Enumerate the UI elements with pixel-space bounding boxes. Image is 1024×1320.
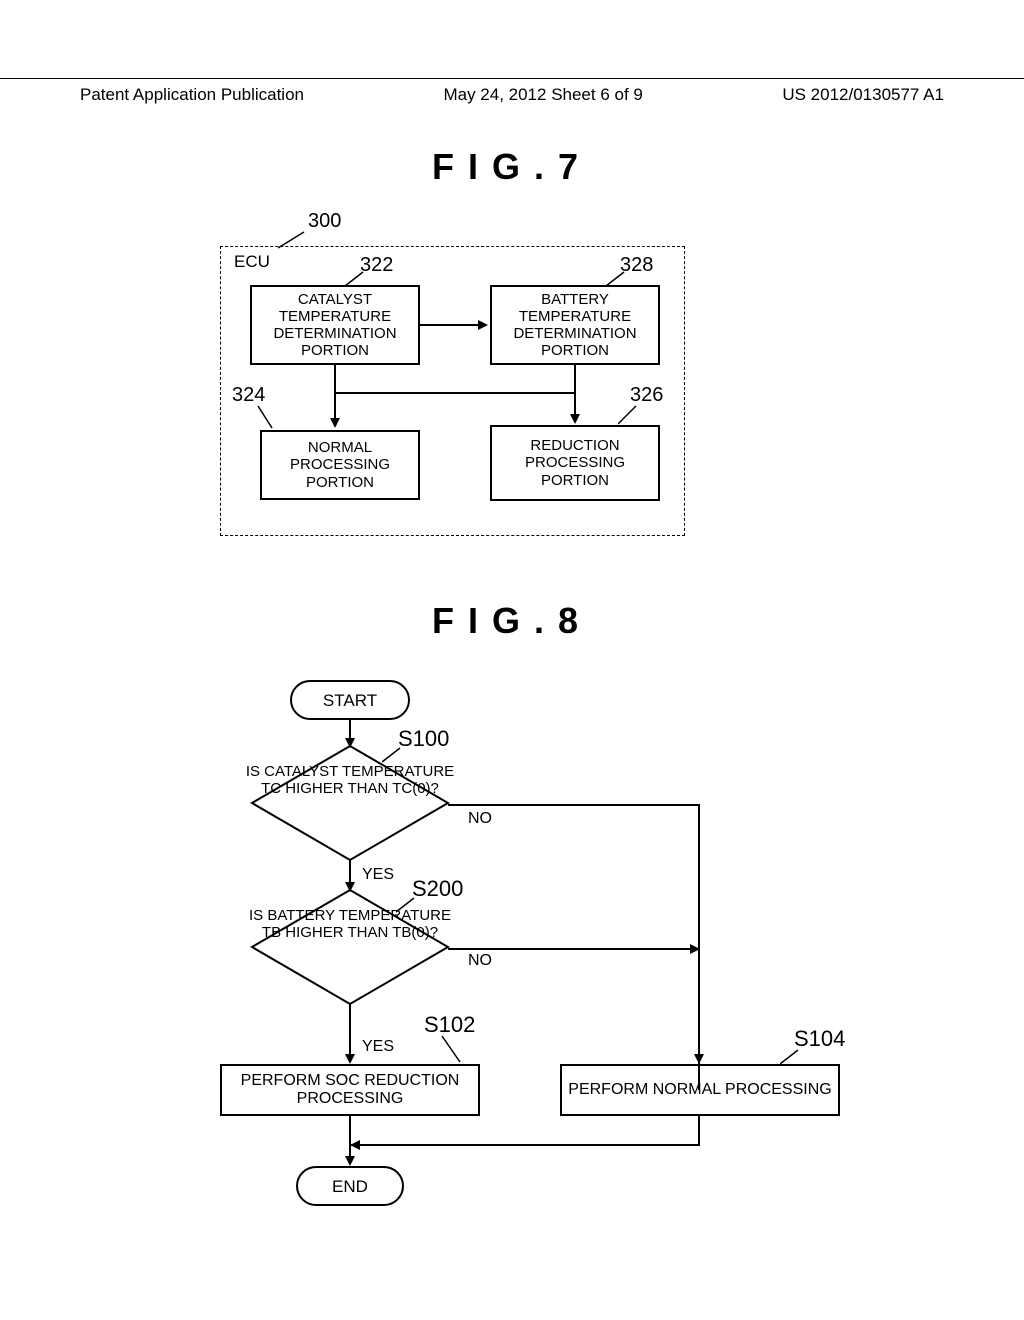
block-328-text: BATTERY TEMPERATURE DETERMINATION PORTIO… <box>496 291 654 360</box>
arrowhead-s200-yes-icon <box>345 1054 355 1064</box>
decision-s200: IS BATTERY TEMPERATURE TB HIGHER THAN TB… <box>250 892 450 1002</box>
s102-text: PERFORM SOC REDUCTION PROCESSING <box>222 1072 478 1109</box>
s200-text: IS BATTERY TEMPERATURE TB HIGHER THAN TB… <box>245 908 455 941</box>
arrow-322-328 <box>420 324 480 326</box>
line-s100-no-h <box>448 804 700 806</box>
arrowhead-merge-left-icon <box>350 1140 360 1150</box>
lead-322-icon <box>345 270 367 288</box>
lead-s200-icon <box>396 896 418 914</box>
fig7-diagram: 300 ECU CATALYST TEMPERATURE DETERMINATI… <box>220 220 690 540</box>
ref-300: 300 <box>308 210 341 233</box>
line-merge-h <box>350 1144 700 1146</box>
block-324: NORMAL PROCESSING PORTION <box>260 430 420 500</box>
arrow-328-326 <box>574 365 576 417</box>
end-terminal: END <box>296 1166 404 1206</box>
header-left: Patent Application Publication <box>80 85 304 105</box>
s100-no-label: NO <box>468 810 492 828</box>
s104-text: PERFORM NORMAL PROCESSING <box>568 1081 831 1099</box>
line-s200-yes <box>349 1004 351 1058</box>
lead-328-icon <box>606 270 628 288</box>
s100-yes-label: YES <box>362 866 394 884</box>
lead-s102-icon <box>440 1034 464 1064</box>
lead-s100-icon <box>382 746 404 764</box>
arrowhead-end-icon <box>345 1156 355 1166</box>
branch-322-horiz <box>334 392 576 394</box>
diamond-s200-icon <box>250 888 450 1006</box>
block-328: BATTERY TEMPERATURE DETERMINATION PORTIO… <box>490 285 660 365</box>
s200-no-label: NO <box>468 952 492 970</box>
block-322: CATALYST TEMPERATURE DETERMINATION PORTI… <box>250 285 420 365</box>
line-s104-down <box>698 1116 700 1146</box>
line-s200-no-h <box>448 948 700 950</box>
fig7-title: FIG.7 <box>0 146 1024 188</box>
header-right: US 2012/0130577 A1 <box>782 85 944 105</box>
arrowhead-into-s104-icon <box>694 1054 704 1064</box>
fig8-flowchart: START IS CATALYST TEMPERATURE TC HIGHER … <box>150 680 890 1210</box>
ref-s100: S100 <box>398 726 449 752</box>
fig8-title: FIG.8 <box>0 600 1024 642</box>
decision-s100: IS CATALYST TEMPERATURE TC HIGHER THAN T… <box>250 748 450 858</box>
block-322-text: CATALYST TEMPERATURE DETERMINATION PORTI… <box>256 291 414 360</box>
diamond-s100-icon <box>250 744 450 862</box>
header-center: May 24, 2012 Sheet 6 of 9 <box>443 85 642 105</box>
ecu-label: ECU <box>234 252 270 272</box>
arrowhead-322-324-icon <box>330 418 340 428</box>
ref-s200: S200 <box>412 876 463 902</box>
start-terminal: START <box>290 680 410 720</box>
lead-324-icon <box>256 404 278 430</box>
process-s104: PERFORM NORMAL PROCESSING <box>560 1064 840 1116</box>
s200-yes-label: YES <box>362 1038 394 1056</box>
arrowhead-s200-no-icon <box>690 944 700 954</box>
page-header: Patent Application Publication May 24, 2… <box>0 78 1024 105</box>
block-324-text: NORMAL PROCESSING PORTION <box>266 439 414 491</box>
arrowhead-328-326-icon <box>570 414 580 424</box>
block-326-text: REDUCTION PROCESSING PORTION <box>496 437 654 489</box>
process-s102: PERFORM SOC REDUCTION PROCESSING <box>220 1064 480 1116</box>
line-s102-end <box>349 1116 351 1160</box>
lead-326-icon <box>618 404 640 426</box>
arrowhead-322-328-icon <box>478 320 488 330</box>
block-326: REDUCTION PROCESSING PORTION <box>490 425 660 501</box>
s100-text: IS CATALYST TEMPERATURE TC HIGHER THAN T… <box>245 764 455 797</box>
